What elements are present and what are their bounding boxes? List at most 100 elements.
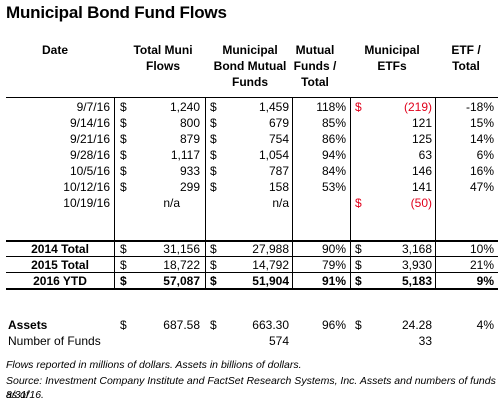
row-date: 9/7/16 [76, 100, 110, 114]
currency-symbol: $ [355, 196, 362, 210]
currency-symbol: $ [120, 116, 127, 130]
currency-symbol: $ [120, 100, 127, 114]
currency-symbol: $ [120, 258, 127, 272]
currency-symbol: $ [210, 242, 217, 256]
currency-symbol: $ [210, 132, 217, 146]
page-title: Municipal Bond Fund Flows [6, 3, 227, 22]
currency-symbol: $ [120, 318, 127, 332]
row-total: 933 [179, 164, 200, 178]
row-total: 879 [179, 132, 200, 146]
row-etf: 125 [411, 132, 432, 146]
row-mutual: 1,054 [258, 148, 289, 162]
row-etf: 141 [411, 180, 432, 194]
currency-symbol: $ [355, 258, 362, 272]
currency-symbol: $ [355, 242, 362, 256]
row-etf: (219) [403, 100, 432, 114]
header-total-muni-flows: Total Muni Flows [133, 43, 193, 73]
row-etf: 33 [418, 334, 432, 348]
row-total: 299 [179, 180, 200, 194]
summary-mid-rule-1 [6, 256, 498, 257]
row-mutual-pct: 86% [321, 132, 346, 146]
row-mutual-pct: 96% [321, 318, 346, 332]
row-mutual: 663.30 [252, 318, 289, 332]
row-etf: 24.28 [401, 318, 432, 332]
row-mutual-pct: 118% [316, 100, 346, 114]
row-total: 31,156 [163, 242, 200, 256]
header-rule [6, 97, 498, 98]
header-mutual-pct: Mutual Funds / Total [293, 43, 337, 89]
summary-bottom-rule [6, 288, 498, 290]
row-mutual: 1,459 [258, 100, 289, 114]
row-etf-pct: 4% [476, 318, 494, 332]
row-total: n/a [163, 196, 180, 210]
currency-symbol: $ [210, 164, 217, 178]
row-mutual-pct: 90% [321, 242, 346, 256]
row-mutual: 679 [268, 116, 289, 130]
row-mutual: n/a [272, 196, 289, 210]
row-etf-pct: 16% [469, 164, 494, 178]
row-date: 9/14/16 [69, 116, 110, 130]
row-date: 9/28/16 [69, 148, 110, 162]
currency-symbol: $ [120, 132, 127, 146]
row-etf-pct: 6% [476, 148, 494, 162]
currency-symbol: $ [120, 164, 127, 178]
row-label: 2015 Total [31, 258, 89, 272]
row-total: 1,240 [169, 100, 200, 114]
row-etf: 5,183 [401, 274, 432, 288]
currency-symbol: $ [355, 100, 362, 114]
row-etf: (50) [410, 196, 432, 210]
row-total: 57,087 [163, 274, 200, 288]
footnote-units: Flows reported in millions of dollars. A… [6, 359, 302, 371]
header-mutual-funds: Municipal Bond Mutual Funds [213, 43, 287, 89]
row-etf: 146 [411, 164, 432, 178]
col-divider-1 [114, 97, 115, 290]
row-mutual-pct: 84% [321, 164, 346, 178]
row-date: 9/21/16 [69, 132, 110, 146]
row-etf: 3,168 [401, 242, 432, 256]
currency-symbol: $ [210, 116, 217, 130]
row-mutual: 574 [268, 334, 289, 348]
currency-symbol: $ [210, 258, 217, 272]
row-label: 2014 Total [31, 242, 89, 256]
row-etf-pct: 9% [476, 274, 494, 288]
footnote-source: Source: Investment Company Institute and… [6, 375, 496, 401]
currency-symbol: $ [210, 148, 217, 162]
row-etf-pct: -18% [465, 100, 494, 114]
currency-symbol: $ [210, 180, 217, 194]
row-etf-pct: 15% [469, 116, 494, 130]
currency-symbol: $ [120, 242, 127, 256]
row-mutual: 158 [268, 180, 289, 194]
row-etf: 3,930 [401, 258, 432, 272]
row-etf: 121 [411, 116, 432, 130]
currency-symbol: $ [120, 274, 127, 288]
summary-mid-rule-2 [6, 272, 498, 273]
row-mutual: 787 [268, 164, 289, 178]
row-date: 10/12/16 [63, 180, 110, 194]
row-mutual-pct: 85% [321, 116, 346, 130]
summary-top-rule [6, 240, 498, 242]
row-date: 10/19/16 [63, 196, 110, 210]
row-etf-pct: 47% [469, 180, 494, 194]
row-etf-pct: 14% [469, 132, 494, 146]
row-etf-pct: 10% [469, 242, 494, 256]
row-total: 687.58 [163, 318, 200, 332]
row-label: Assets [8, 318, 48, 332]
row-mutual: 27,988 [252, 242, 289, 256]
row-mutual: 51,904 [252, 274, 289, 288]
row-mutual-pct: 79% [321, 258, 346, 272]
col-divider-4 [350, 97, 351, 290]
header-etf-pct: ETF / Total [451, 43, 481, 73]
row-label: Number of Funds [8, 334, 101, 348]
row-date: 10/5/16 [69, 164, 110, 178]
row-etf-pct: 21% [469, 258, 494, 272]
row-mutual-pct: 94% [321, 148, 346, 162]
col-divider-5 [435, 97, 436, 290]
currency-symbol: $ [355, 274, 362, 288]
currency-symbol: $ [120, 180, 127, 194]
currency-symbol: $ [210, 318, 217, 332]
currency-symbol: $ [355, 318, 362, 332]
col-divider-2 [205, 97, 206, 290]
row-label: 2016 YTD [33, 274, 87, 288]
row-mutual: 14,792 [252, 258, 289, 272]
footnote-source-date: 8/31/16. [6, 389, 44, 401]
